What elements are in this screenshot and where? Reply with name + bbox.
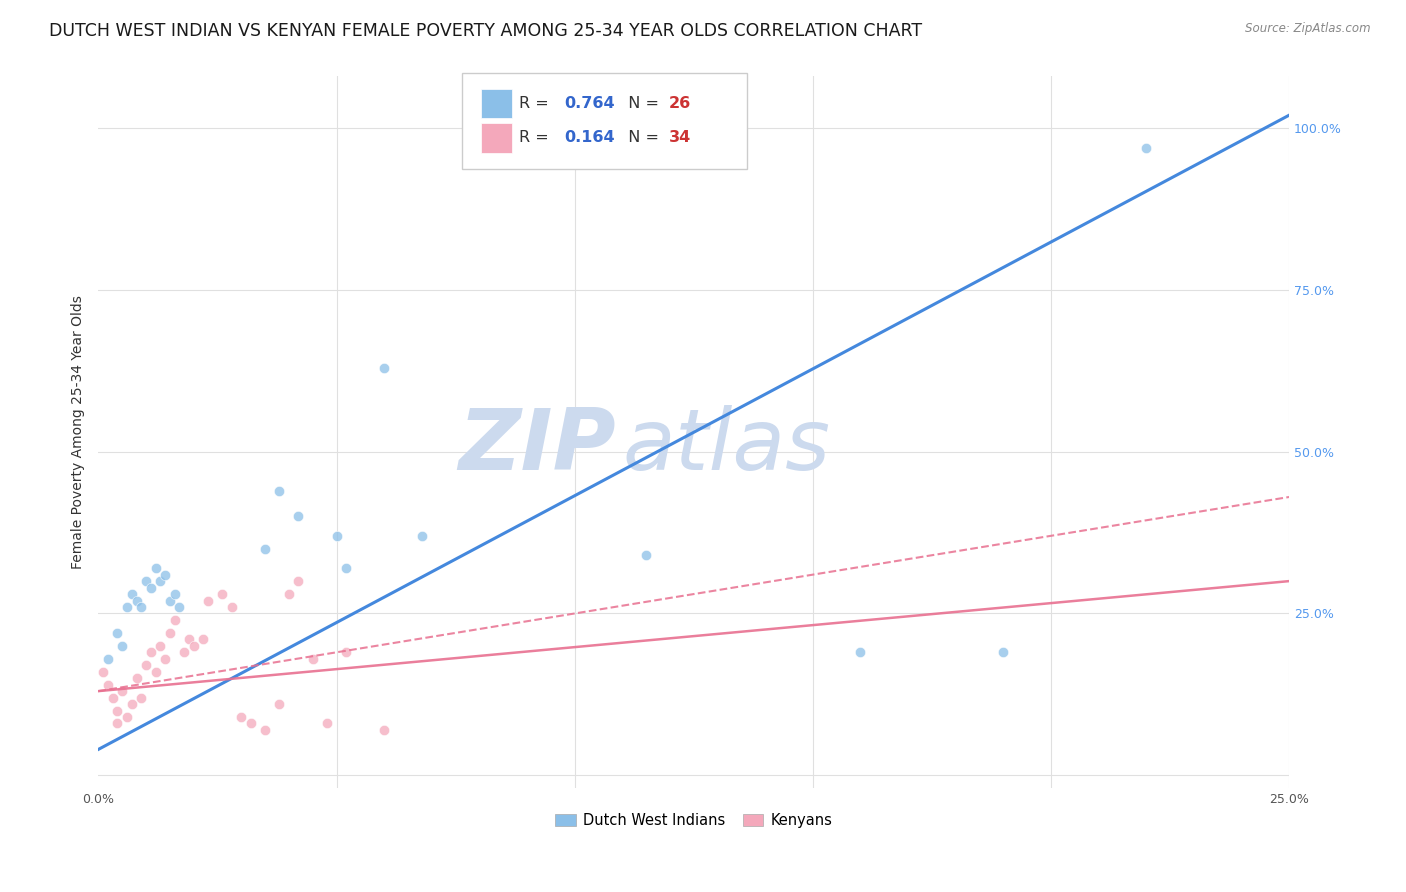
Point <box>211 587 233 601</box>
Point <box>135 658 157 673</box>
Text: Source: ZipAtlas.com: Source: ZipAtlas.com <box>1246 22 1371 36</box>
Point <box>115 599 138 614</box>
Point <box>254 723 277 737</box>
Text: R =: R = <box>519 130 554 145</box>
FancyBboxPatch shape <box>461 73 748 169</box>
Point <box>269 697 291 711</box>
Point <box>373 723 395 737</box>
Point <box>139 581 162 595</box>
Text: 0.164: 0.164 <box>564 130 614 145</box>
Text: ZIP: ZIP <box>458 405 616 488</box>
Point <box>107 716 129 731</box>
Point <box>173 645 195 659</box>
Point <box>287 509 309 524</box>
Y-axis label: Female Poverty Among 25-34 Year Olds: Female Poverty Among 25-34 Year Olds <box>72 295 86 569</box>
Point <box>269 483 291 498</box>
Point <box>316 716 339 731</box>
Point <box>91 665 114 679</box>
Point <box>159 593 181 607</box>
Point <box>97 652 120 666</box>
Point <box>1135 140 1157 154</box>
Point <box>993 645 1015 659</box>
Point <box>636 548 658 562</box>
Point <box>849 645 872 659</box>
Point <box>125 593 148 607</box>
FancyBboxPatch shape <box>481 123 512 153</box>
Point <box>411 529 433 543</box>
Text: N =: N = <box>617 130 664 145</box>
Text: 0.764: 0.764 <box>564 96 614 111</box>
Point <box>139 645 162 659</box>
Legend: Dutch West Indians, Kenyans: Dutch West Indians, Kenyans <box>550 807 838 834</box>
Point <box>129 599 152 614</box>
Point <box>301 652 323 666</box>
Point <box>221 599 243 614</box>
Point <box>115 710 138 724</box>
Point <box>254 541 277 556</box>
FancyBboxPatch shape <box>481 88 512 119</box>
Text: R =: R = <box>519 96 554 111</box>
Point <box>145 665 167 679</box>
Text: DUTCH WEST INDIAN VS KENYAN FEMALE POVERTY AMONG 25-34 YEAR OLDS CORRELATION CHA: DUTCH WEST INDIAN VS KENYAN FEMALE POVER… <box>49 22 922 40</box>
Point <box>287 574 309 588</box>
Point <box>197 593 219 607</box>
Point <box>107 626 129 640</box>
Point <box>97 678 120 692</box>
Point <box>121 587 143 601</box>
Text: 34: 34 <box>669 130 690 145</box>
Point <box>111 639 134 653</box>
Point <box>373 360 395 375</box>
Point <box>129 690 152 705</box>
Point <box>163 613 186 627</box>
Point <box>231 710 253 724</box>
Point <box>107 704 129 718</box>
Point <box>121 697 143 711</box>
Point <box>193 632 215 647</box>
Text: N =: N = <box>617 96 664 111</box>
Point <box>149 639 172 653</box>
Point <box>177 632 200 647</box>
Point <box>149 574 172 588</box>
Point <box>325 529 347 543</box>
Point <box>169 599 191 614</box>
Point <box>101 690 124 705</box>
Point <box>183 639 205 653</box>
Point <box>239 716 262 731</box>
Point <box>335 645 357 659</box>
Point <box>163 587 186 601</box>
Point <box>153 652 176 666</box>
Text: atlas: atlas <box>623 405 831 488</box>
Point <box>125 671 148 685</box>
Point <box>135 574 157 588</box>
Point <box>111 684 134 698</box>
Point <box>278 587 301 601</box>
Point <box>145 561 167 575</box>
Point <box>159 626 181 640</box>
Point <box>153 567 176 582</box>
Text: 26: 26 <box>669 96 690 111</box>
Point <box>335 561 357 575</box>
